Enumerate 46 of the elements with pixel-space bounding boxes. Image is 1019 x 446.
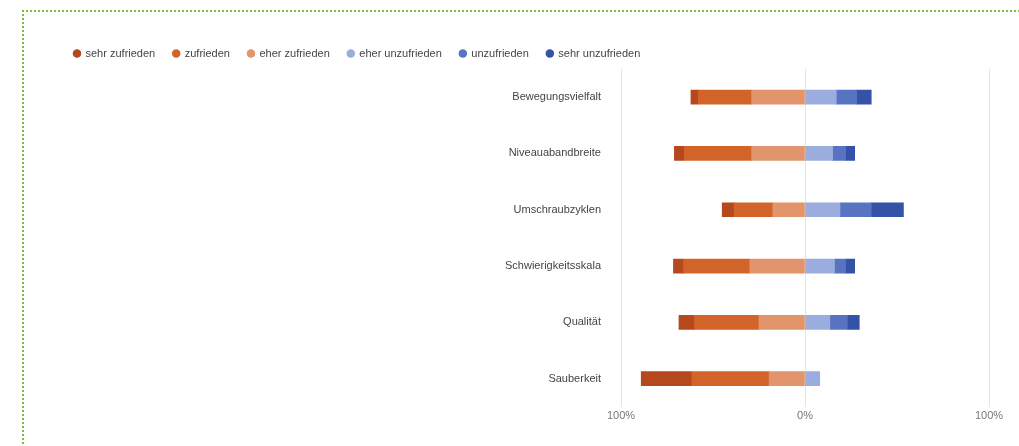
- bar: [832, 146, 846, 161]
- bar: [829, 315, 848, 330]
- bar: [845, 146, 856, 161]
- bar: [733, 202, 774, 218]
- bar: [691, 371, 770, 386]
- bar: [758, 315, 805, 330]
- legend-label: eher zufrieden: [259, 46, 330, 59]
- y-tick-label: Schwierigkeitsskala: [505, 259, 602, 272]
- bar: [839, 202, 872, 218]
- legend-label: sehr unzufrieden: [558, 46, 641, 59]
- bar: [772, 202, 805, 218]
- bar: [805, 258, 835, 274]
- bar: [751, 146, 805, 161]
- bar: [694, 315, 760, 330]
- x-tick-label: 100%: [974, 409, 1004, 422]
- x-tick-label: 100%: [606, 409, 636, 422]
- y-tick-label: Niveauabandbreite: [508, 146, 601, 159]
- bar: [805, 146, 833, 161]
- x-tick-label: 0%: [797, 409, 814, 422]
- bar: [846, 315, 860, 330]
- bar: [674, 146, 685, 161]
- legend-label: eher unzufrieden: [359, 46, 442, 59]
- bar: [805, 315, 831, 330]
- bar: [835, 89, 857, 105]
- legend-label: zufrieden: [184, 46, 230, 59]
- bar: [678, 315, 695, 330]
- bar: [683, 258, 751, 274]
- bar: [768, 371, 805, 386]
- bar: [805, 89, 837, 105]
- bar: [805, 371, 821, 386]
- y-tick-label: Bewegungsvielfalt: [512, 90, 601, 103]
- bar: [749, 258, 805, 274]
- bar: [697, 89, 752, 105]
- bar: [684, 146, 752, 161]
- legend-label: unzufrieden: [471, 46, 529, 59]
- bar: [640, 371, 693, 386]
- bar: [751, 89, 805, 105]
- bar: [721, 202, 735, 218]
- bar: [856, 89, 872, 105]
- bar: [870, 202, 904, 218]
- y-tick-label: Sauberkeit: [548, 371, 601, 384]
- y-tick-label: Umschraubzyklen: [513, 202, 601, 215]
- bar: [834, 258, 846, 274]
- y-tick-label: Qualität: [563, 315, 601, 328]
- legend-label: sehr zufrieden: [85, 46, 156, 59]
- bar: [805, 202, 841, 218]
